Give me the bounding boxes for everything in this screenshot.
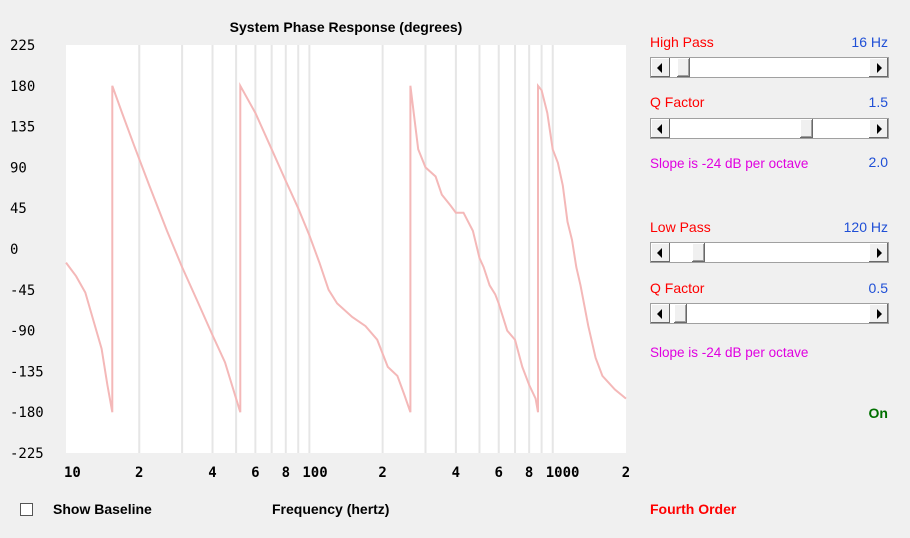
low-pass-slider[interactable] [650,242,889,263]
low-pass-thumb[interactable] [692,243,706,262]
x-tick-label: 8 [525,465,533,481]
low-pass-left-button[interactable] [651,243,670,262]
low-pass-right-button[interactable] [869,243,888,262]
show-baseline-label[interactable]: Show Baseline [53,501,152,517]
low-pass-label: Low Pass [650,219,711,235]
y-tick-label: 180 [10,79,35,95]
low-slope-text: Slope is -24 dB per octave [650,345,809,360]
filter-order-label[interactable]: Fourth Order [650,501,737,517]
x-tick-label: 6 [251,465,259,481]
x-tick-label: 2 [622,465,630,481]
x-tick-label: 4 [452,465,460,481]
y-tick-label: 90 [10,160,27,176]
high-q-slider[interactable] [650,118,889,139]
x-tick-label: 2 [378,465,386,481]
high-pass-thumb[interactable] [677,58,691,77]
x-tick-label: 10 [64,465,81,481]
x-tick-label: 2 [135,465,143,481]
x-tick-label: 1000 [546,465,580,481]
y-tick-label: -90 [10,324,35,340]
y-tick-label: 0 [10,242,18,258]
y-tick-label: 45 [10,201,27,217]
high-q-right-button[interactable] [869,119,888,138]
x-tick-label: 6 [495,465,503,481]
left-arrow-icon [657,63,662,73]
low-pass-value: 120 Hz [843,219,888,235]
y-tick-label: -180 [10,405,44,421]
y-tick-label: -225 [10,446,44,462]
low-q-thumb[interactable] [673,304,687,323]
high-q-left-button[interactable] [651,119,670,138]
left-arrow-icon [657,248,662,258]
x-tick-label: 100 [302,465,327,481]
plot-area [66,45,626,453]
right-arrow-icon [877,309,882,319]
high-pass-value: 16 Hz [851,34,888,50]
high-slope-value: 2.0 [868,154,888,170]
right-arrow-icon [877,248,882,258]
right-arrow-icon [877,63,882,73]
low-q-value: 0.5 [868,280,888,296]
high-pass-label: High Pass [650,34,714,50]
checkbox-box[interactable] [20,502,33,516]
y-tick-label: -45 [10,283,35,299]
high-pass-right-button[interactable] [869,58,888,77]
high-pass-slider[interactable] [650,57,889,78]
low-q-left-button[interactable] [651,304,670,323]
x-tick-label: 8 [282,465,290,481]
x-axis-label: Frequency (hertz) [272,501,390,517]
phase-series-line [65,81,627,413]
y-tick-label: 135 [10,120,35,136]
high-slope-text: Slope is -24 dB per octave [650,156,809,171]
left-arrow-icon [657,309,662,319]
low-q-slider[interactable] [650,303,889,324]
show-baseline-checkbox[interactable]: Show Baseline [20,501,152,517]
high-pass-left-button[interactable] [651,58,670,77]
low-q-label: Q Factor [650,280,705,296]
chart-title: System Phase Response (degrees) [229,19,463,35]
high-q-label: Q Factor [650,94,705,110]
x-tick-label: 4 [208,465,216,481]
left-arrow-icon [657,124,662,134]
low-q-right-button[interactable] [869,304,888,323]
y-tick-label: -135 [10,364,44,380]
y-tick-label: 225 [10,38,35,54]
high-q-value: 1.5 [868,94,888,110]
on-status[interactable]: On [868,405,888,421]
right-arrow-icon [877,124,882,134]
high-q-thumb[interactable] [800,119,814,138]
